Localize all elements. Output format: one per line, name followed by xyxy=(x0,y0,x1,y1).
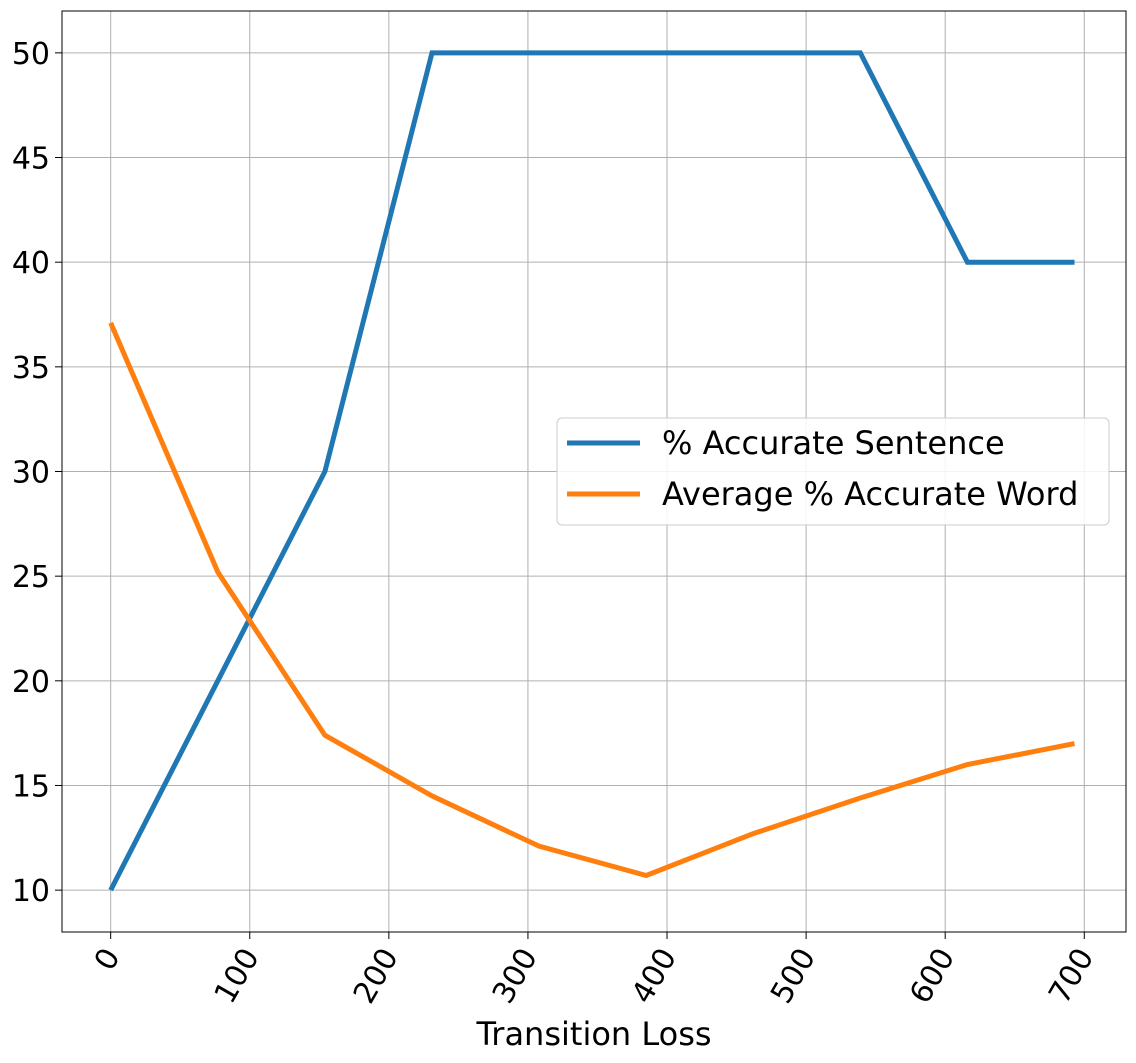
y-tick-label: 30 xyxy=(12,456,50,491)
legend-label: Average % Accurate Word xyxy=(662,475,1078,513)
y-axis-ticks: 10 15 20 25 30 35 40 45 50 xyxy=(12,37,62,909)
legend-box xyxy=(556,417,1110,526)
y-tick-label: 10 xyxy=(12,874,50,909)
legend: % Accurate Sentence Average % Accurate Wo… xyxy=(556,417,1110,526)
y-tick-label: 25 xyxy=(12,560,50,595)
y-tick-label: 35 xyxy=(12,351,50,386)
series-line-1 xyxy=(108,321,1075,879)
y-tick-label: 45 xyxy=(12,142,50,177)
y-tick-label: 50 xyxy=(12,37,50,72)
x-axis-label: Transition Loss xyxy=(475,1015,711,1053)
series-lines xyxy=(108,50,1075,892)
y-tick-label: 40 xyxy=(12,246,50,281)
y-tick-label: 15 xyxy=(12,769,50,804)
series-line-0 xyxy=(108,50,1075,892)
legend-label: % Accurate Sentence xyxy=(662,424,1005,462)
y-tick-label: 20 xyxy=(12,665,50,700)
